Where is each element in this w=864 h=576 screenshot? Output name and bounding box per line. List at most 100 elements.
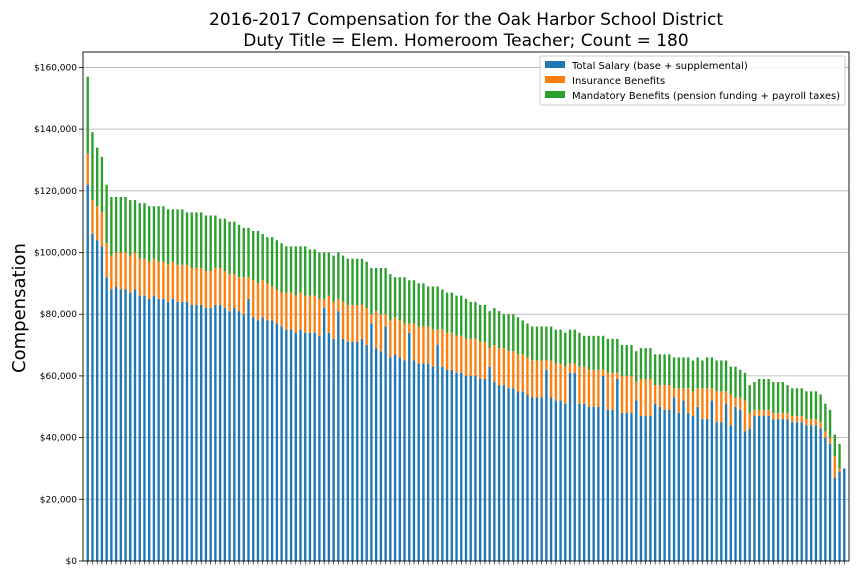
bar-segment-salary <box>460 372 463 561</box>
bar-segment-salary <box>148 298 151 561</box>
bar-segment-insurance <box>233 274 236 309</box>
bar-segment-salary <box>96 240 99 561</box>
bar-segment-mandatory <box>521 320 524 355</box>
bar-segment-mandatory <box>133 200 137 253</box>
bar-segment-salary <box>516 391 520 561</box>
bar-segment-salary <box>313 332 316 561</box>
bar-segment-salary <box>365 345 368 561</box>
bar-segment-salary <box>218 304 222 561</box>
bar-segment-salary <box>474 375 477 561</box>
bar-segment-mandatory <box>138 203 141 259</box>
bar-segment-insurance <box>616 372 619 379</box>
bar-segment-salary <box>729 425 732 561</box>
bar-segment-mandatory <box>838 443 841 469</box>
bar-segment-mandatory <box>559 329 562 364</box>
bar-segment-salary <box>814 425 818 561</box>
bar-segment-mandatory <box>341 255 345 302</box>
bar-segment-mandatory <box>488 311 491 349</box>
bar-segment-mandatory <box>516 317 520 355</box>
bar-segment-mandatory <box>393 277 397 318</box>
bar-segment-insurance <box>256 283 260 321</box>
bar-segment-salary <box>114 286 118 561</box>
bar-segment-insurance <box>200 267 203 305</box>
bar-segment-salary <box>502 385 506 561</box>
bar-segment-mandatory <box>166 209 170 265</box>
bar-segment-mandatory <box>304 246 307 296</box>
bar-segment-salary <box>393 354 397 561</box>
bar-segment-salary <box>223 308 227 561</box>
bar-segment-salary <box>568 372 572 561</box>
bar-segment-mandatory <box>753 382 756 410</box>
bar-segment-mandatory <box>734 366 737 398</box>
bar-segment-insurance <box>776 412 780 420</box>
bar-segment-salary <box>743 431 747 561</box>
bar-segment-salary <box>554 400 558 561</box>
bar-segment-salary <box>734 406 737 561</box>
bar-segment-insurance <box>157 261 160 299</box>
bar-segment-mandatory <box>360 258 364 305</box>
bar-segment-salary <box>337 311 340 561</box>
legend-label-salary: Total Salary (base + supplemental) <box>571 61 748 72</box>
bar-segment-mandatory <box>91 132 94 201</box>
bar-segment-insurance <box>223 271 227 309</box>
bar-segment-mandatory <box>635 351 638 383</box>
bar-segment-mandatory <box>663 354 666 386</box>
bar-segment-mandatory <box>327 252 331 296</box>
bar-segment-mandatory <box>800 388 803 417</box>
bar-segment-insurance <box>190 267 193 305</box>
bar-segment-insurance <box>833 456 836 478</box>
bar-segment-salary <box>100 246 104 561</box>
bar-segment-salary <box>620 412 624 561</box>
bar-segment-mandatory <box>96 147 99 207</box>
bar-segment-salary <box>91 234 94 561</box>
bar-segment-insurance <box>805 419 808 426</box>
bar-segment-insurance <box>365 308 368 346</box>
bar-segment-mandatory <box>431 286 435 330</box>
bar-segment-mandatory <box>502 314 506 349</box>
bar-segment-insurance <box>734 397 737 407</box>
legend-box <box>539 55 846 106</box>
bar-segment-mandatory <box>597 335 600 370</box>
bar-segment-insurance <box>370 314 373 324</box>
bar-segment-salary <box>696 406 699 561</box>
bar-segment-insurance <box>809 419 813 426</box>
bar-segment-insurance <box>332 301 335 339</box>
bar-segment-insurance <box>431 329 435 367</box>
bar-segment-salary <box>549 397 553 561</box>
bar-segment-mandatory <box>805 391 808 420</box>
bar-segment-insurance <box>152 258 156 296</box>
bar-segment-mandatory <box>223 218 227 272</box>
bar-segment-insurance <box>384 314 387 327</box>
bar-segment-insurance <box>412 323 416 361</box>
bar-segment-salary <box>289 329 293 561</box>
bar-segment-insurance <box>668 385 671 410</box>
bar-segment-salary <box>720 422 723 561</box>
bar-segment-mandatory <box>672 357 676 389</box>
bar-segment-insurance <box>795 416 799 423</box>
bar-segment-salary <box>611 409 614 561</box>
bar-segment-insurance <box>138 258 141 296</box>
bar-segment-salary <box>545 369 548 561</box>
bar-segment-salary <box>412 360 416 561</box>
bar-segment-insurance <box>469 338 472 376</box>
bar-segment-insurance <box>682 388 685 401</box>
bar-segment-salary <box>261 317 264 561</box>
bar-segment-salary <box>384 326 387 561</box>
bar-segment-insurance <box>715 391 718 423</box>
bar-segment-mandatory <box>497 311 501 349</box>
bar-segment-mandatory <box>294 246 297 296</box>
bar-segment-mandatory <box>100 156 104 213</box>
bar-segment-insurance <box>710 388 714 401</box>
bar-segment-salary <box>649 416 652 561</box>
bar-segment-salary <box>143 295 146 561</box>
bar-segment-mandatory <box>507 314 510 352</box>
bar-segment-salary <box>753 416 756 561</box>
bar-segment-salary <box>781 419 784 561</box>
bar-segment-insurance <box>819 422 822 429</box>
bar-segment-mandatory <box>285 246 288 293</box>
bar-segment-insurance <box>129 255 132 293</box>
bar-segment-insurance <box>800 416 803 423</box>
bar-segment-salary <box>469 375 472 561</box>
bar-segment-insurance <box>261 280 264 318</box>
bar-segment-mandatory <box>526 323 529 358</box>
